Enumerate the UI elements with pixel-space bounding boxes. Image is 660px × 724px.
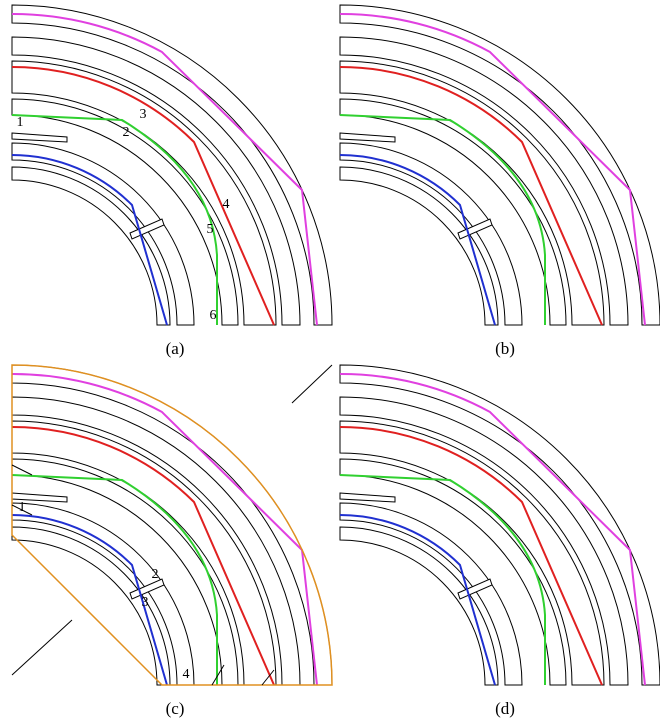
figure: (a) (b) (c) (d) 1 2 3 4 5 6 1 2 3 4 [0, 0, 660, 724]
point-label: 3 [142, 595, 149, 610]
point-label: 4 [183, 667, 190, 682]
panel-a [12, 5, 332, 325]
caption: (c) [166, 699, 185, 718]
band [12, 167, 170, 325]
point-label: 1 [19, 500, 26, 515]
point-label: 6 [210, 308, 217, 323]
panel-c [12, 365, 332, 685]
panel-b [340, 5, 660, 325]
panel-d [340, 365, 660, 685]
point-label: 1 [17, 115, 24, 130]
caption: (d) [495, 699, 515, 718]
slit [340, 133, 395, 142]
point-label: 3 [140, 107, 147, 122]
point-label: 2 [123, 125, 130, 140]
slit [340, 493, 395, 502]
band [340, 527, 498, 685]
point-label: 4 [223, 197, 230, 212]
point-label: 2 [152, 567, 159, 582]
slit [12, 133, 67, 142]
band [340, 167, 498, 325]
caption: (a) [166, 339, 185, 358]
caption: (b) [495, 339, 515, 358]
point-label: 5 [207, 222, 214, 237]
